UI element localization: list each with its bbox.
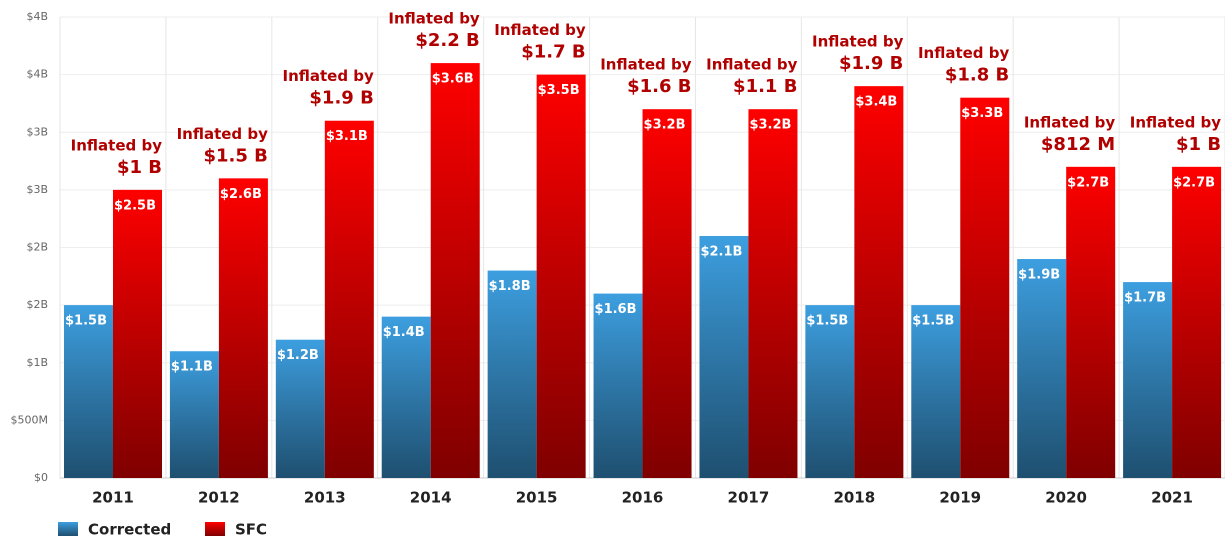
data-label: $1.1B: [171, 360, 213, 375]
annotation-amount: $1.9 B: [309, 88, 373, 109]
annotation-amount: $1.6 B: [627, 76, 691, 97]
y-tick-label: $0: [34, 471, 48, 484]
x-tick-label: 2012: [198, 489, 240, 507]
bar: [1172, 166, 1222, 478]
bar: [593, 293, 643, 478]
bar: [275, 339, 325, 478]
annotation: Inflated by: [282, 67, 374, 85]
y-tick-label: $3B: [26, 125, 48, 138]
annotation-amount: $1.5 B: [204, 145, 268, 166]
bar: [487, 270, 537, 478]
y-tick-label: $2B: [26, 298, 48, 311]
data-label: $1.5B: [65, 314, 107, 329]
annotation-amount: $1.9 B: [839, 53, 903, 74]
data-label: $1.5B: [912, 314, 954, 329]
data-label: $3.2B: [749, 118, 791, 133]
legend-swatch: [205, 522, 225, 536]
data-label: $2.5B: [114, 198, 156, 213]
data-label: $1.5B: [806, 314, 848, 329]
bar: [1066, 166, 1116, 478]
bar: [960, 97, 1010, 479]
data-label: $3.1B: [326, 129, 368, 144]
y-tick-label: $500M: [11, 413, 49, 426]
y-tick-label: $1B: [26, 356, 48, 369]
annotation-amount: $812 M: [1041, 134, 1115, 155]
legend-label: SFC: [235, 521, 267, 538]
y-tick-label: $3B: [26, 183, 48, 196]
data-label: $1.4B: [383, 325, 425, 340]
annotation-amount: $1 B: [117, 157, 162, 178]
annotation-amount: $1.7 B: [521, 42, 585, 63]
data-label: $3.4B: [855, 95, 897, 110]
data-label: $3.3B: [961, 106, 1003, 121]
data-label: $1.7B: [1124, 291, 1166, 306]
bar: [805, 305, 855, 478]
annotation: Inflated by: [706, 56, 798, 74]
x-tick-label: 2014: [410, 489, 452, 507]
bar: [218, 178, 268, 478]
bar: [699, 235, 749, 478]
x-tick-label: 2016: [622, 489, 664, 507]
data-label: $2.7B: [1173, 175, 1215, 190]
data-label: $3.2B: [644, 118, 686, 133]
data-label: $2.7B: [1067, 175, 1109, 190]
x-tick-label: 2013: [304, 489, 346, 507]
data-label: $3.6B: [432, 72, 474, 87]
annotation: Inflated by: [1130, 113, 1222, 131]
data-label: $1.6B: [595, 302, 637, 317]
bar: [113, 189, 162, 478]
x-tick-label: 2015: [516, 489, 558, 507]
data-label: $1.2B: [277, 348, 319, 363]
annotation: Inflated by: [918, 44, 1010, 62]
y-tick-label: $4B: [26, 68, 48, 81]
bar: [536, 74, 586, 478]
bar: [642, 109, 692, 478]
x-tick-label: 2021: [1151, 489, 1193, 507]
bar: [1017, 259, 1067, 478]
annotation: Inflated by: [71, 136, 163, 154]
x-tick-label: 2019: [939, 489, 981, 507]
x-tick-label: 2017: [728, 489, 770, 507]
x-tick-label: 2020: [1045, 489, 1087, 507]
annotation-amount: $1 B: [1176, 134, 1221, 155]
annotation-amount: $2.2 B: [415, 30, 479, 51]
bar: [381, 316, 431, 478]
legend-label: Corrected: [88, 521, 171, 538]
bar: [748, 109, 798, 478]
bar: [64, 305, 113, 478]
annotation: Inflated by: [177, 125, 269, 143]
annotation-amount: $1.1 B: [733, 76, 797, 97]
data-label: $1.9B: [1018, 268, 1060, 283]
bar: [324, 120, 374, 478]
annotation: Inflated by: [600, 56, 692, 74]
data-label: $1.8B: [489, 279, 531, 294]
bar: [854, 86, 904, 479]
annotation: Inflated by: [812, 33, 904, 51]
annotation: Inflated by: [494, 21, 586, 39]
annotation: Inflated by: [1024, 113, 1116, 131]
data-label: $2.6B: [220, 187, 262, 202]
bar: [169, 351, 219, 478]
bar: [430, 63, 480, 478]
bar: [911, 305, 961, 478]
legend-swatch: [58, 522, 78, 536]
y-tick-label: $4B: [26, 10, 48, 23]
annotation-amount: $1.8 B: [945, 65, 1009, 86]
x-tick-label: 2011: [92, 489, 134, 507]
bar: [1123, 282, 1173, 478]
data-label: $3.5B: [538, 83, 580, 98]
y-tick-label: $2B: [26, 241, 48, 254]
x-tick-label: 2018: [833, 489, 875, 507]
data-label: $2.1B: [700, 244, 742, 259]
annotation: Inflated by: [388, 10, 480, 28]
